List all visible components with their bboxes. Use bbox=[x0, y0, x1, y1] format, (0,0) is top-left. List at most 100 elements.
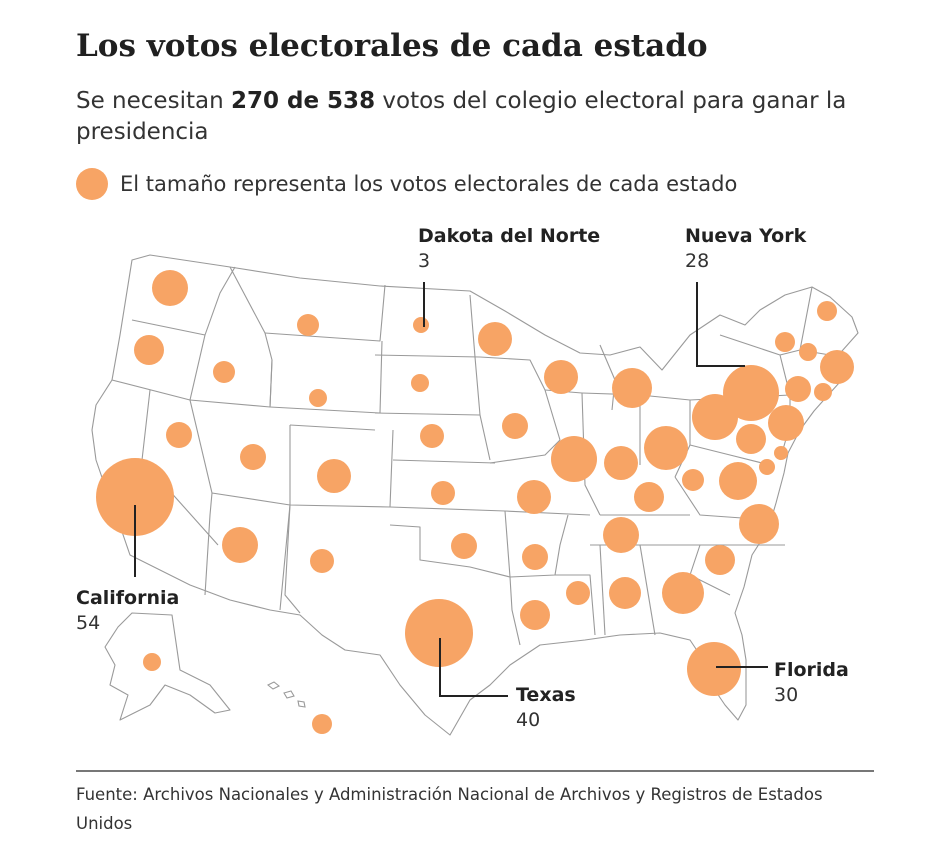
border bbox=[204, 492, 213, 596]
state-bubble bbox=[739, 504, 779, 544]
border bbox=[389, 506, 506, 512]
border bbox=[189, 266, 273, 408]
state-bubble bbox=[768, 405, 804, 441]
state-bubble bbox=[736, 424, 766, 454]
callout-state-name: Nueva York bbox=[685, 225, 807, 247]
state-bubble bbox=[411, 374, 429, 392]
callout-votes: 40 bbox=[516, 709, 541, 731]
border bbox=[689, 444, 771, 466]
state-bubble bbox=[544, 360, 578, 394]
state-bubble bbox=[413, 317, 429, 333]
state-bubble bbox=[682, 469, 704, 491]
border bbox=[509, 514, 569, 578]
state-bubble bbox=[799, 343, 817, 361]
us-electoral-map bbox=[91, 254, 859, 736]
border bbox=[504, 510, 521, 646]
state-bubble bbox=[317, 459, 351, 493]
state-bubble bbox=[817, 301, 837, 321]
state-bubble bbox=[719, 462, 757, 500]
state-bubble bbox=[634, 482, 664, 512]
callout-votes: 3 bbox=[418, 250, 431, 272]
state-bubble bbox=[222, 527, 258, 563]
subtitle-highlight: 270 de 538 bbox=[230, 88, 376, 114]
state-bubble bbox=[520, 600, 550, 630]
source-note: Fuente: Archivos Nacionales y Administra… bbox=[76, 785, 823, 833]
state-bubbles bbox=[96, 270, 854, 734]
border bbox=[264, 284, 386, 342]
state-bubble bbox=[603, 517, 639, 553]
border bbox=[131, 266, 236, 336]
border bbox=[489, 439, 561, 464]
state-borders bbox=[91, 254, 859, 736]
border bbox=[469, 294, 481, 416]
border bbox=[389, 524, 511, 578]
border bbox=[504, 510, 591, 516]
state-bubble bbox=[240, 444, 266, 470]
border bbox=[289, 424, 376, 431]
state-bubble bbox=[723, 365, 779, 421]
subtitle-text-start: Se necesitan bbox=[76, 88, 231, 114]
state-bubble bbox=[612, 368, 652, 408]
state-bubble bbox=[785, 376, 811, 402]
legend: El tamaño representa los votos electoral… bbox=[76, 167, 737, 201]
callout-votes: 28 bbox=[685, 250, 710, 272]
callout-dakota-del-norte: Dakota del Norte 3 bbox=[418, 224, 600, 274]
callout-leader-line bbox=[439, 638, 508, 697]
border bbox=[639, 544, 656, 636]
state-bubble bbox=[213, 361, 235, 383]
state-bubble bbox=[566, 581, 590, 605]
state-bubble bbox=[451, 533, 477, 559]
state-bubble bbox=[502, 413, 528, 439]
state-bubble bbox=[609, 577, 641, 609]
state-bubble bbox=[431, 481, 455, 505]
state-bubble bbox=[604, 446, 638, 480]
subtitle-text-end: votos del colegio electoral para ganar l… bbox=[76, 88, 847, 145]
alaska-outline bbox=[104, 612, 231, 721]
callout-texas: Texas 40 bbox=[516, 683, 576, 733]
border bbox=[599, 544, 606, 636]
callout-leader-lines bbox=[134, 282, 768, 697]
border bbox=[289, 425, 394, 508]
border bbox=[555, 574, 596, 636]
state-bubble bbox=[134, 335, 164, 365]
state-bubble bbox=[152, 270, 188, 306]
callout-state-name: Texas bbox=[516, 684, 576, 706]
state-bubble bbox=[517, 480, 551, 514]
border bbox=[269, 359, 273, 408]
subtitle: Se necesitan 270 de 538 votos del colegi… bbox=[76, 86, 876, 148]
state-bubble bbox=[551, 436, 597, 482]
hawaii-islands bbox=[266, 681, 306, 708]
callout-nueva-york: Nueva York 28 bbox=[685, 224, 806, 274]
state-bubble bbox=[166, 422, 192, 448]
callout-california: California 54 bbox=[76, 586, 179, 636]
state-bubble bbox=[143, 653, 161, 671]
state-bubble bbox=[420, 424, 444, 448]
page-title: Los votos electorales de cada estado bbox=[76, 28, 708, 64]
state-bubble bbox=[310, 549, 334, 573]
border bbox=[284, 504, 301, 614]
callout-state-name: Dakota del Norte bbox=[418, 225, 601, 247]
legend-label: El tamaño representa los votos electoral… bbox=[120, 172, 738, 196]
state-bubble bbox=[297, 314, 319, 336]
state-bubble bbox=[705, 545, 735, 575]
callout-leader-line bbox=[696, 282, 745, 367]
state-bubble bbox=[309, 389, 327, 407]
state-bubble bbox=[814, 383, 832, 401]
state-bubble bbox=[405, 599, 473, 667]
border bbox=[189, 399, 213, 494]
state-bubble bbox=[312, 714, 332, 734]
state-bubble bbox=[662, 572, 704, 614]
contiguous-us-outline bbox=[91, 254, 859, 736]
state-bubble bbox=[759, 459, 775, 475]
footer-divider bbox=[76, 770, 874, 772]
callout-votes: 30 bbox=[774, 684, 799, 706]
callout-state-name: Florida bbox=[774, 659, 849, 681]
state-bubble bbox=[522, 544, 548, 570]
border bbox=[479, 356, 561, 441]
state-bubble bbox=[820, 350, 854, 384]
callout-votes: 54 bbox=[76, 612, 101, 634]
state-bubble bbox=[687, 642, 741, 696]
state-bubble bbox=[775, 332, 795, 352]
callout-state-name: California bbox=[76, 587, 180, 609]
border bbox=[392, 459, 496, 464]
